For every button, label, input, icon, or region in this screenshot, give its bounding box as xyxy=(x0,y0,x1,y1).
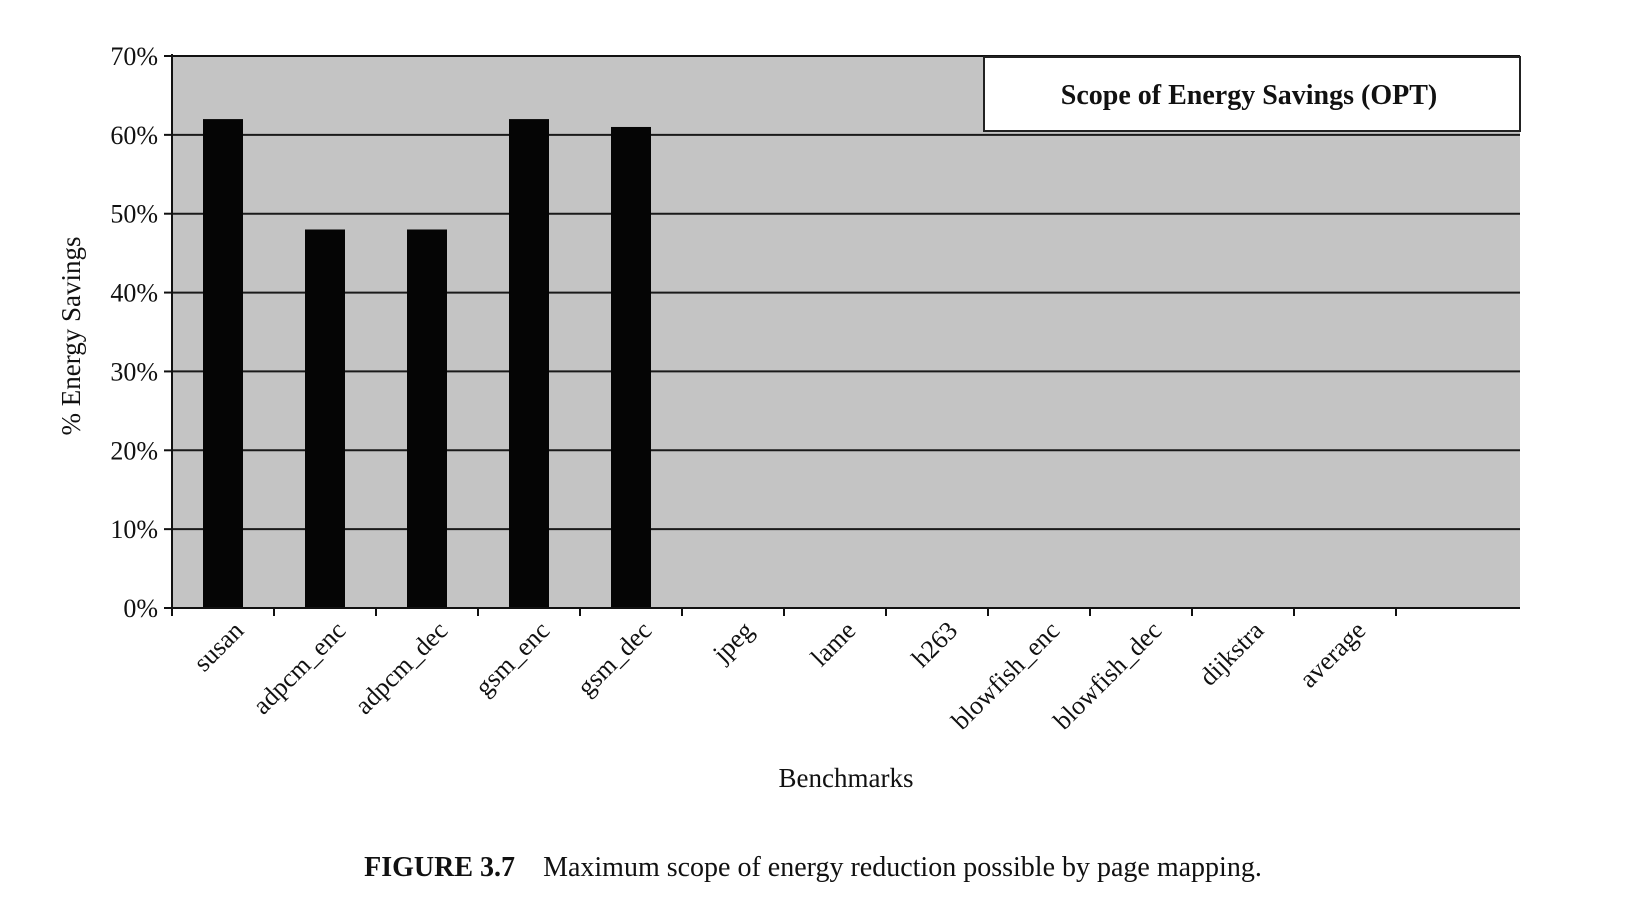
x-axis-title: Benchmarks xyxy=(779,763,914,793)
energy-savings-chart: 0% 10% 20% 30% 40% 50% 60% 70% susanadpcm_encad… xyxy=(56,42,1521,793)
bar xyxy=(407,229,447,608)
bar xyxy=(509,119,549,608)
y-tick-label: 20% xyxy=(110,436,158,465)
x-tick-label: gsm_dec xyxy=(571,616,657,702)
x-tick-label: dijkstra xyxy=(1194,615,1270,691)
x-tick-label: blowfish_dec xyxy=(1048,616,1168,736)
x-tick-label: blowfish_enc xyxy=(946,616,1066,736)
y-tick-label: 10% xyxy=(110,515,158,544)
x-tick-label: susan xyxy=(188,616,249,677)
y-tick-labels: 0% 10% 20% 30% 40% 50% 60% 70% xyxy=(110,42,158,623)
bar xyxy=(611,126,651,608)
bar xyxy=(305,229,345,608)
y-tick-label: 70% xyxy=(110,42,158,71)
figure-caption: FIGURE 3.7 Maximum scope of energy reduct… xyxy=(0,852,1626,884)
y-tick-label: 40% xyxy=(110,279,158,308)
y-tick-label: 60% xyxy=(110,121,158,150)
x-tick-label: gsm_enc xyxy=(469,616,555,702)
x-tick-label: average xyxy=(1294,616,1372,694)
y-tick-label: 50% xyxy=(110,200,158,229)
x-tick-label: lame xyxy=(805,616,861,672)
x-tick-label: adpcm_dec xyxy=(349,616,453,720)
x-tick-label: jpeg xyxy=(706,616,759,669)
y-tick-label: 0% xyxy=(123,594,158,623)
x-tick-label: h263 xyxy=(906,616,963,673)
plot-area xyxy=(172,56,1520,608)
bar xyxy=(203,119,243,608)
figure-caption-text: Maximum scope of energy reduction possib… xyxy=(543,852,1262,883)
figure-label: FIGURE 3.7 xyxy=(364,852,516,883)
y-axis-title: % Energy Savings xyxy=(56,237,86,436)
legend-label: Scope of Energy Savings (OPT) xyxy=(1061,80,1437,111)
legend-box xyxy=(983,56,1521,132)
legend: Scope of Energy Savings (OPT) xyxy=(983,56,1521,132)
x-tick-label: adpcm_enc xyxy=(247,616,351,720)
y-tick-label: 30% xyxy=(110,357,158,386)
bars xyxy=(203,119,651,608)
